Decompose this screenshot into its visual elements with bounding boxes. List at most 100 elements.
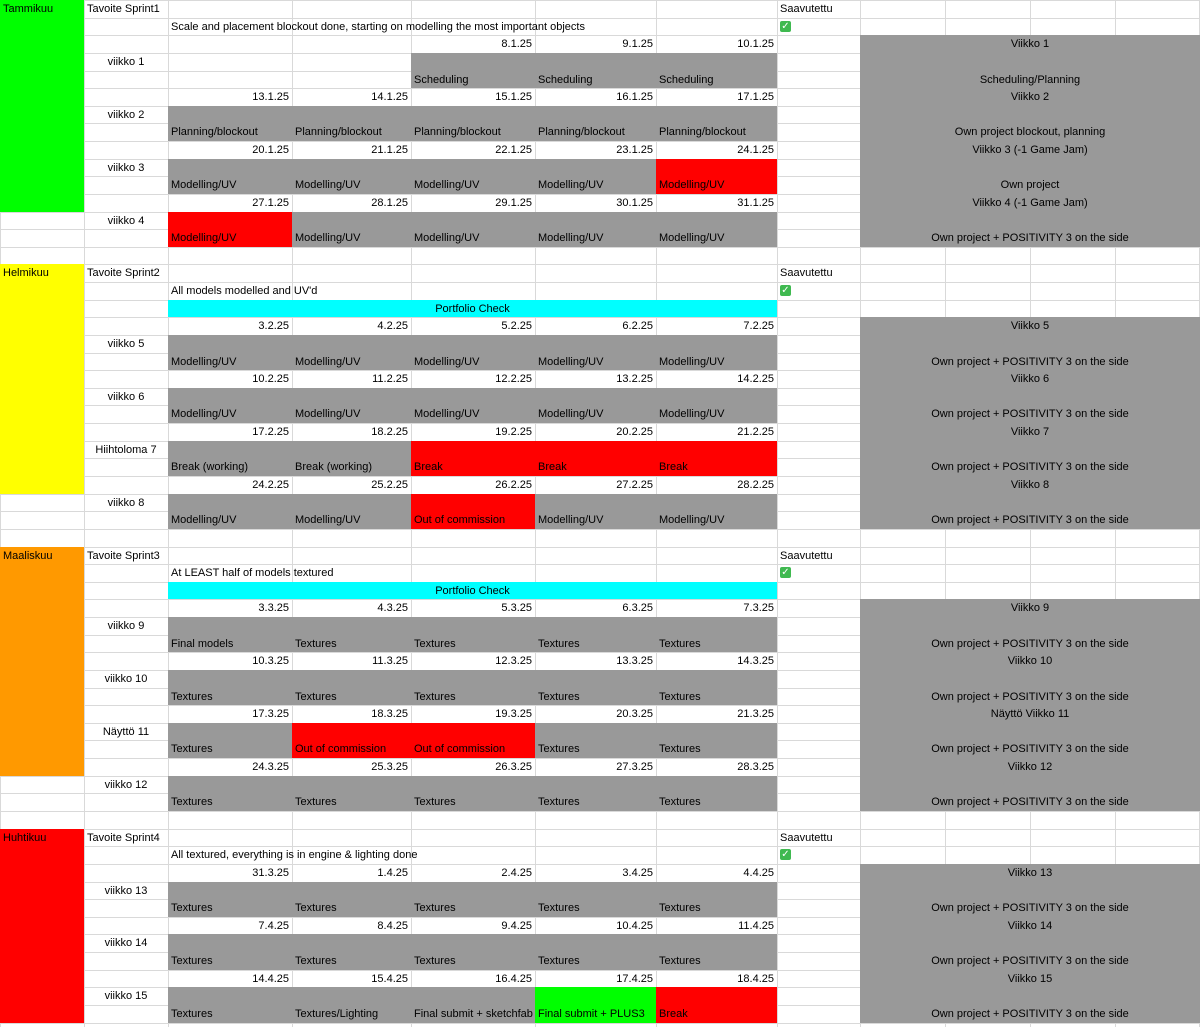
day-task-cell[interactable] [292,335,411,370]
day-task-cell[interactable] [535,494,656,529]
check-mark-icon[interactable]: ✓ [780,849,791,860]
day-task-cell[interactable] [168,617,292,652]
day-task-cell[interactable] [535,212,656,247]
month-block-tammikuu[interactable] [0,0,84,212]
day-task-cell[interactable] [168,987,292,1023]
month-block-huhtikuu[interactable] [0,829,84,1023]
day-task-cell[interactable] [292,882,411,917]
check-mark-icon[interactable]: ✓ [780,285,791,296]
day-task-cell[interactable] [656,723,777,758]
day-task-cell[interactable] [656,106,777,141]
day-task-cell[interactable] [292,934,411,970]
day-task-cell[interactable] [411,335,535,370]
day-task-cell[interactable] [411,106,535,141]
day-task-cell[interactable] [411,670,535,705]
day-task-cell[interactable] [168,159,292,194]
day-task-cell[interactable] [535,53,656,88]
day-task-cell[interactable] [535,882,656,917]
day-task-cell[interactable] [168,934,292,970]
day-task-cell[interactable] [535,388,656,423]
day-task-cell[interactable] [656,934,777,970]
day-task-cell[interactable] [411,159,535,194]
day-task-cell[interactable] [168,494,292,529]
month-block-helmikuu[interactable] [0,264,84,494]
day-task-cell[interactable] [535,670,656,705]
week-summary-block[interactable] [860,652,1200,705]
week-summary-block[interactable] [860,705,1200,758]
day-task-cell[interactable] [411,494,535,529]
day-task-cell[interactable] [168,212,292,247]
day-task-cell[interactable] [656,335,777,370]
week-summary-block[interactable] [860,970,1200,1023]
day-task-cell[interactable] [168,723,292,758]
day-task-cell[interactable] [411,987,535,1023]
day-task-cell[interactable] [168,335,292,370]
day-task-cell[interactable] [411,723,535,758]
day-task-cell[interactable] [656,212,777,247]
day-task-cell[interactable] [168,882,292,917]
day-task-cell[interactable] [656,441,777,476]
portfolio-check-bar[interactable]: Portfolio Check [168,300,777,317]
day-task-cell[interactable] [168,670,292,705]
day-task-cell[interactable] [656,776,777,811]
day-task-cell[interactable] [411,617,535,652]
week-summary-block[interactable] [860,423,1200,476]
week-summary-block[interactable] [860,917,1200,970]
day-task-cell[interactable] [292,441,411,476]
month-block-maaliskuu[interactable] [0,547,84,776]
portfolio-check-bar[interactable]: Portfolio Check [168,582,777,599]
week-summary-block[interactable] [860,141,1200,194]
check-mark-icon[interactable]: ✓ [780,567,791,578]
day-task-cell[interactable] [535,106,656,141]
day-task-cell[interactable] [656,388,777,423]
week-summary-block[interactable] [860,88,1200,141]
day-task-cell[interactable] [292,106,411,141]
day-task-cell[interactable] [656,159,777,194]
week-summary-block[interactable] [860,317,1200,370]
day-task-cell[interactable] [411,53,535,88]
week-summary-block[interactable] [860,758,1200,811]
week-summary-block[interactable] [860,476,1200,529]
day-task-cell[interactable] [292,723,411,758]
day-task-cell[interactable] [168,441,292,476]
day-date: 3.3.25 [258,602,289,614]
day-task-cell[interactable] [656,53,777,88]
day-task-cell[interactable] [292,670,411,705]
day-task-cell[interactable] [292,388,411,423]
day-task-cell[interactable] [411,934,535,970]
day-task-cell[interactable] [168,106,292,141]
day-task-cell[interactable] [292,212,411,247]
day-task-cell[interactable] [535,159,656,194]
day-task-cell[interactable] [535,934,656,970]
day-task-cell[interactable] [292,494,411,529]
day-task-cell[interactable] [535,335,656,370]
day-task-cell[interactable] [535,617,656,652]
week-summary-block[interactable] [860,35,1200,88]
day-task-cell[interactable] [656,882,777,917]
day-task-cell[interactable] [168,776,292,811]
day-task-cell[interactable] [411,882,535,917]
day-task-cell[interactable] [535,723,656,758]
day-task-cell[interactable] [656,670,777,705]
week-summary-block[interactable] [860,194,1200,247]
week-summary-block[interactable] [860,864,1200,917]
check-mark-icon[interactable]: ✓ [780,21,791,32]
day-task-cell[interactable] [411,441,535,476]
day-task-cell[interactable] [292,776,411,811]
day-task-cell[interactable] [411,776,535,811]
day-task-cell[interactable] [292,987,411,1023]
day-task-cell[interactable] [535,441,656,476]
day-task-cell[interactable] [656,617,777,652]
week-summary-block[interactable] [860,599,1200,652]
day-task-cell[interactable] [535,776,656,811]
week-summary-block[interactable] [860,370,1200,423]
day-task-cell[interactable] [656,494,777,529]
day-task-cell[interactable] [411,388,535,423]
day-task-cell[interactable] [411,212,535,247]
day-task-cell[interactable] [656,987,777,1023]
day-task-cell[interactable] [168,388,292,423]
day-task-cell[interactable] [292,617,411,652]
day-task-cell[interactable] [535,987,656,1023]
day-task-cell[interactable] [292,159,411,194]
